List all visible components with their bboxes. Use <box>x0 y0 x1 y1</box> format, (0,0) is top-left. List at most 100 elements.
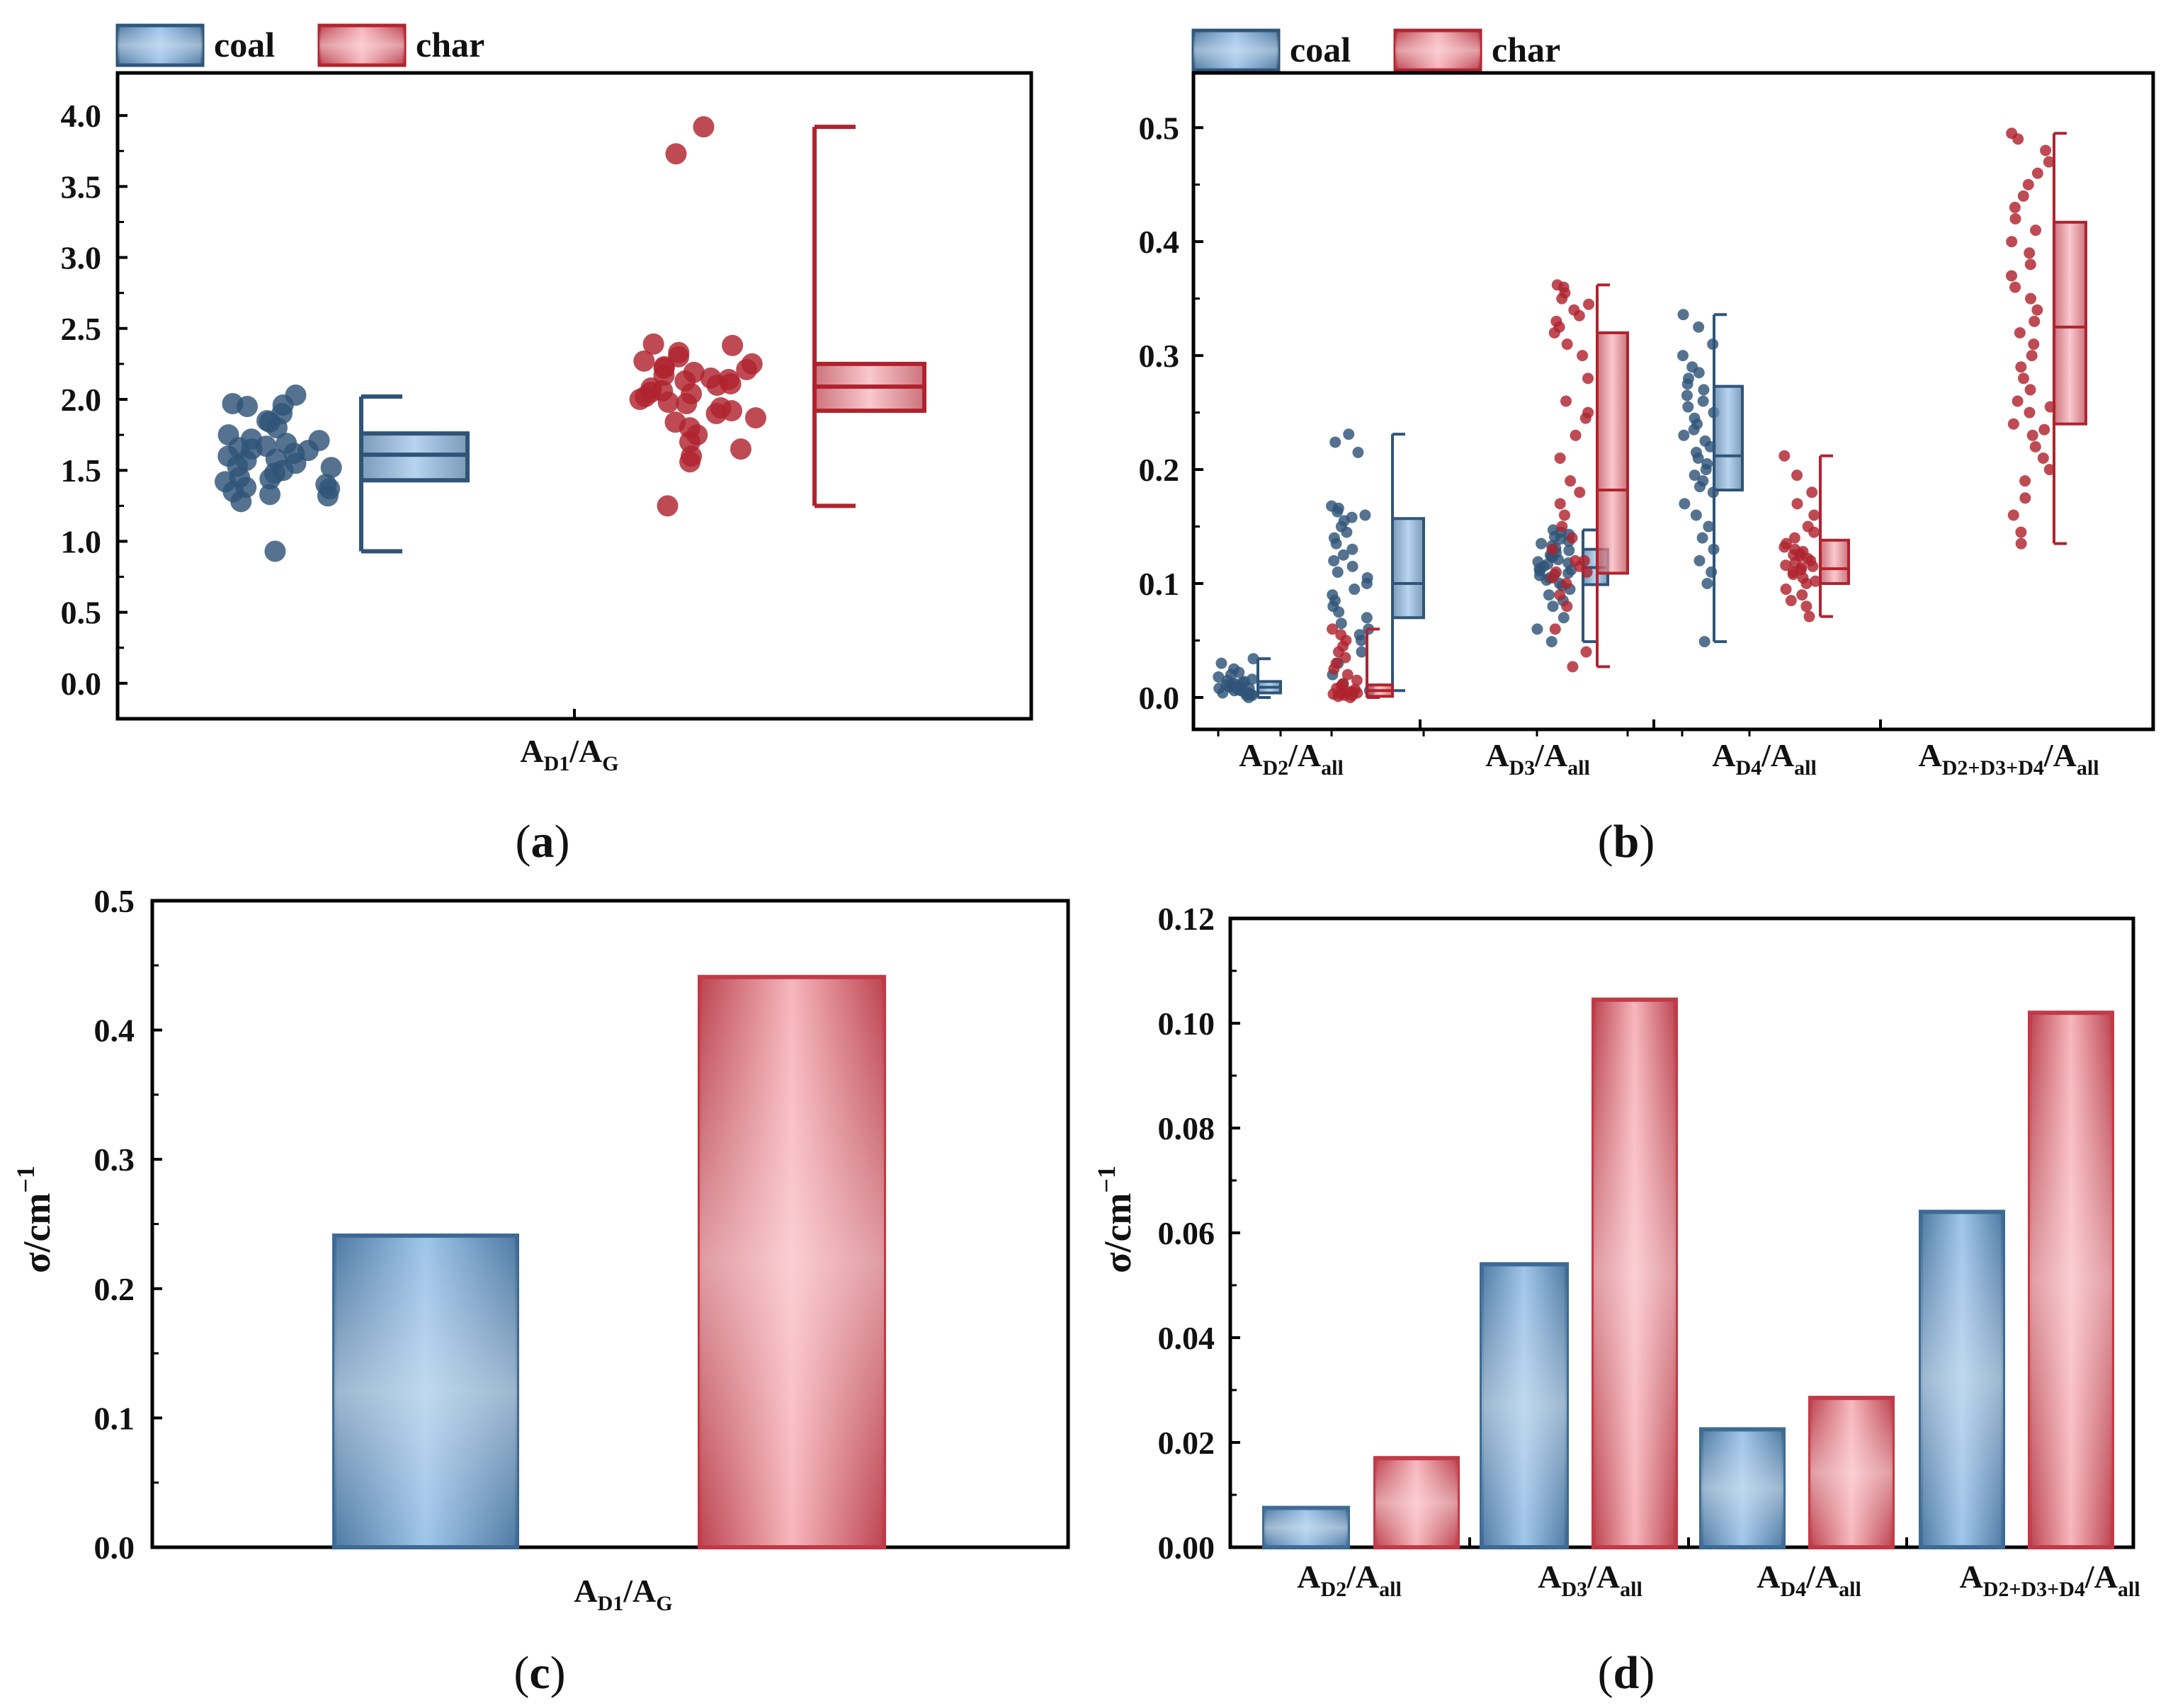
y-tick-label: 0.06 <box>1158 1215 1215 1251</box>
scatter-point-char <box>640 381 662 403</box>
scatter-point-char <box>2006 270 2018 282</box>
panel-a: coal char 0.0 0.5 1.0 1.5 2.0 2.5 3.0 3.5 4.0 AD1… <box>61 23 1033 867</box>
scatter-point-coal <box>1330 537 1342 550</box>
scatter-point-char <box>1781 537 1793 550</box>
scatter-point-char <box>2037 452 2049 464</box>
scatter-point-coal <box>1349 583 1361 596</box>
scatter-point-coal <box>1682 401 1694 413</box>
bar-sheen <box>1264 1508 1348 1547</box>
scatter-point-coal <box>1681 389 1693 402</box>
scatter-point-coal <box>1354 629 1366 641</box>
scatter-point-char <box>1567 661 1579 673</box>
scatter-point-char <box>2026 429 2038 441</box>
scatter-point-char <box>1554 498 1566 510</box>
x-category-label: AD2/Aall <box>1297 1559 1402 1601</box>
scatter-point-char <box>1337 678 1349 690</box>
scatter-point-coal <box>1327 589 1339 601</box>
legend-swatch-sheen <box>319 25 404 65</box>
y-tick-label: 0.3 <box>94 1141 135 1178</box>
y-axis-label: σ/cm−1 <box>11 1166 58 1273</box>
scatter-point-coal <box>1703 520 1715 533</box>
scatter-point-coal <box>1696 532 1708 544</box>
scatter-point-char <box>1339 689 1351 701</box>
scatter-point-char <box>1327 623 1339 635</box>
scatter-point-coal <box>1329 436 1341 448</box>
y-tick-label: 0.10 <box>1158 1006 1215 1042</box>
scatter-point-coal <box>259 468 281 490</box>
scatter-point-char <box>1566 532 1578 544</box>
scatter-point-char <box>1580 646 1592 658</box>
scatter-point-char <box>1335 629 1347 641</box>
scatter-point-char <box>1560 578 1572 589</box>
scatter-point-char <box>1800 600 1812 613</box>
scatter-point-char <box>2007 509 2019 521</box>
x-category-label: AD3/Aall <box>1538 1559 1642 1601</box>
scatter-point-coal <box>1359 509 1371 521</box>
scatter-point-coal <box>1536 537 1548 550</box>
scatter-point-char <box>642 333 664 355</box>
scatter-point-coal <box>1698 384 1710 396</box>
scatter-point-coal <box>1701 458 1713 470</box>
scatter-point-char <box>2024 258 2036 271</box>
scatter-point-char <box>1778 450 1791 462</box>
legend: coal char <box>115 23 484 67</box>
x-category-label: AD1/AG <box>574 1573 672 1615</box>
scatter-point-coal <box>1679 498 1691 510</box>
box-coal <box>1391 517 1425 620</box>
scatter-point-char <box>2043 156 2055 168</box>
scatter-point-coal <box>235 477 257 499</box>
y-tick-label: 0.2 <box>1139 452 1180 488</box>
scatter-point-coal <box>1531 623 1543 635</box>
scatter-point-coal <box>1697 475 1709 487</box>
scatter-point-char <box>657 495 679 517</box>
scatter-point-coal <box>1346 511 1358 523</box>
x-category-label: AD2+D3+D4/Aall <box>1959 1559 2140 1601</box>
scatter-point-coal <box>1686 361 1698 373</box>
scatter-point-coal <box>1343 428 1355 440</box>
box-coal <box>359 431 470 483</box>
scatter-point-coal <box>1215 657 1227 669</box>
scatter-point-char <box>2012 395 2024 407</box>
scatter-point-char <box>2028 338 2040 351</box>
scatter-point-char <box>2043 464 2055 476</box>
scatter-point-char <box>1780 583 1792 596</box>
y-tick-label: 0.0 <box>94 1530 135 1566</box>
y-tick-label: 1.0 <box>61 523 102 559</box>
y-tick-label: 4.0 <box>61 98 102 134</box>
bar-sheen <box>1482 1264 1567 1547</box>
scatter-point-char <box>2040 144 2052 156</box>
scatter-point-coal <box>1361 612 1373 624</box>
y-tick-label: 0.5 <box>1139 110 1180 146</box>
scatter-point-char <box>1577 350 1589 362</box>
panel-label-a: (a) <box>516 816 570 867</box>
scatter-point-coal <box>320 457 342 479</box>
scatter-point-coal <box>1217 687 1229 699</box>
box-char <box>1596 331 1629 575</box>
scatter-point-coal <box>1346 560 1358 572</box>
scatter-point-coal <box>271 403 293 425</box>
y-tick-label: 0.02 <box>1158 1425 1215 1461</box>
scatter-point-coal <box>1547 524 1559 536</box>
bar-sheen <box>1594 999 1676 1547</box>
scatter-point-char <box>679 451 701 473</box>
x-category-label: AD3/Aall <box>1485 737 1590 780</box>
scatter-point-coal <box>1229 678 1241 690</box>
scatter-point-coal <box>1558 612 1570 624</box>
scatter-point-char <box>2019 492 2031 504</box>
plot-frame <box>1191 71 2155 731</box>
scatter-point-char <box>1583 298 1595 310</box>
legend-label-char: char <box>416 25 484 64</box>
plot-frame <box>150 899 1070 1549</box>
scatter-point-char <box>717 368 739 390</box>
scatter-point-coal <box>1335 617 1347 630</box>
scatter-point-char <box>1791 498 1803 510</box>
scatter-point-char <box>2029 440 2041 452</box>
y-tick-label: 0.04 <box>1158 1320 1215 1356</box>
scatter-point-coal <box>1337 549 1349 561</box>
scatter-point-char <box>1788 549 1800 561</box>
scatter-point-char <box>2026 350 2038 362</box>
scatter-point-char <box>665 143 687 165</box>
scatter-point-char <box>1554 452 1566 464</box>
scatter-point-char <box>1578 554 1590 567</box>
legend-label-coal: coal <box>214 25 275 64</box>
